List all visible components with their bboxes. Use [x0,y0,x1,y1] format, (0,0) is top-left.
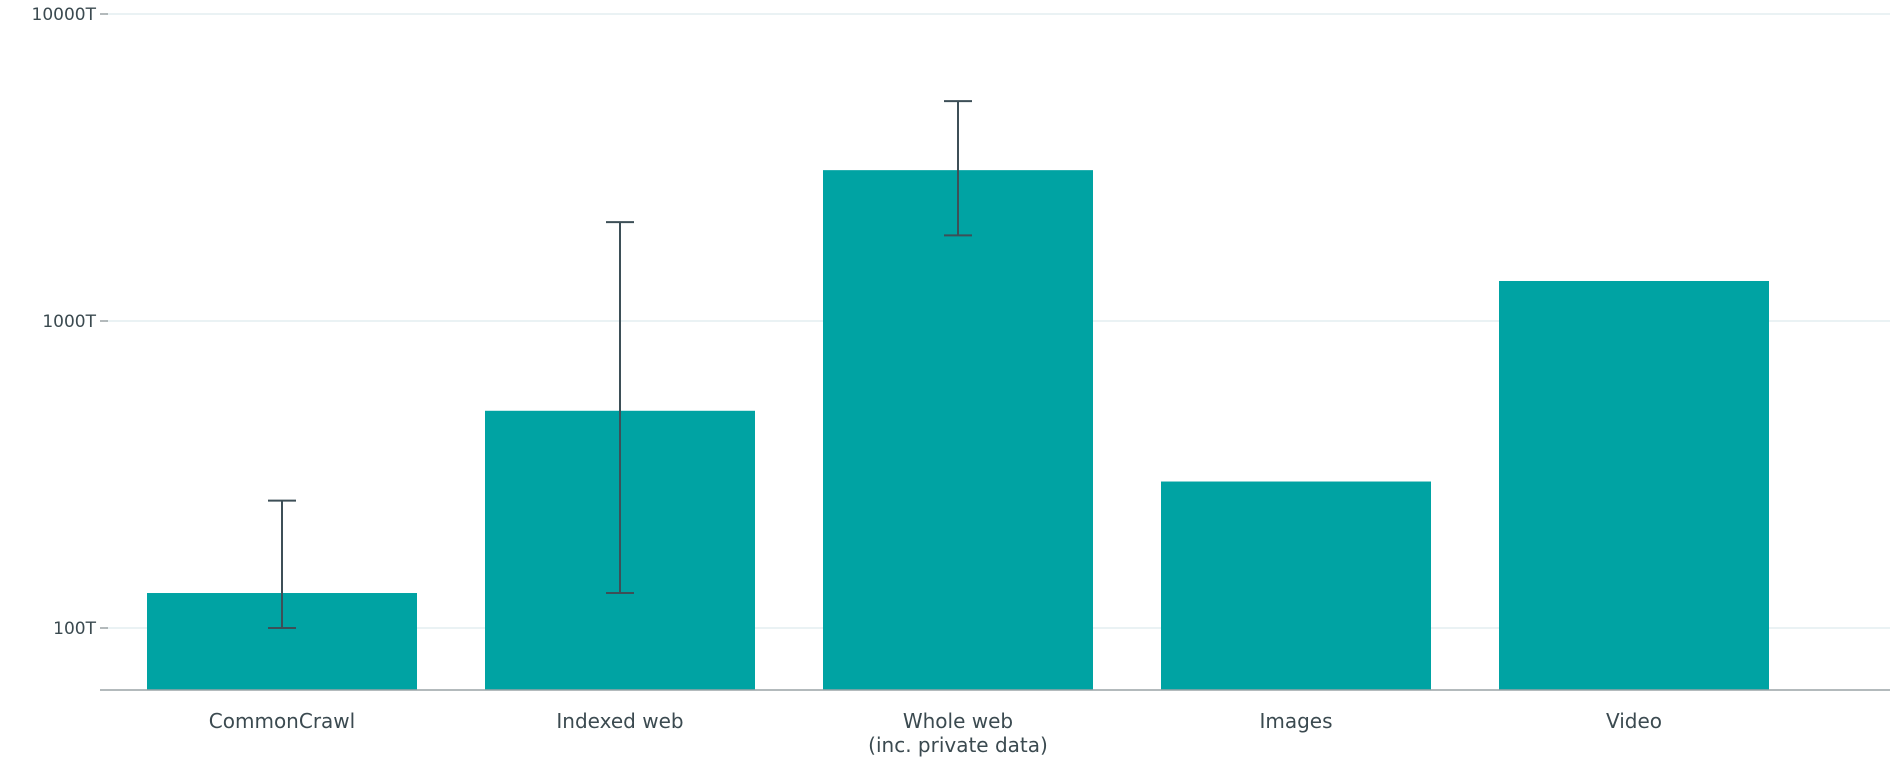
error-bar-0 [268,499,296,629]
x-tick-label: Video [1606,709,1662,733]
y-tick-label: 100T [53,619,96,639]
x-tick-label: (inc. private data) [868,733,1048,757]
x-tick-label: Images [1259,709,1332,733]
bars [147,170,1769,690]
error-bars [268,100,972,629]
y-tick-label: 1000T [42,312,96,332]
labels: 100T 1000T 10000T CommonCrawl Indexed web Who… [32,5,1662,757]
x-tick-label: CommonCrawl [209,709,355,733]
y-tick-label: 10000T [32,5,97,25]
error-bar-1 [606,221,634,595]
x-tick-label: Indexed web [556,709,683,733]
axes [100,13,1890,691]
error-bar-2 [944,100,972,237]
bar-3 [1161,481,1431,690]
bar-4 [1499,280,1769,690]
x-tick-label: Whole web [903,709,1013,733]
bar-2 [823,170,1093,690]
